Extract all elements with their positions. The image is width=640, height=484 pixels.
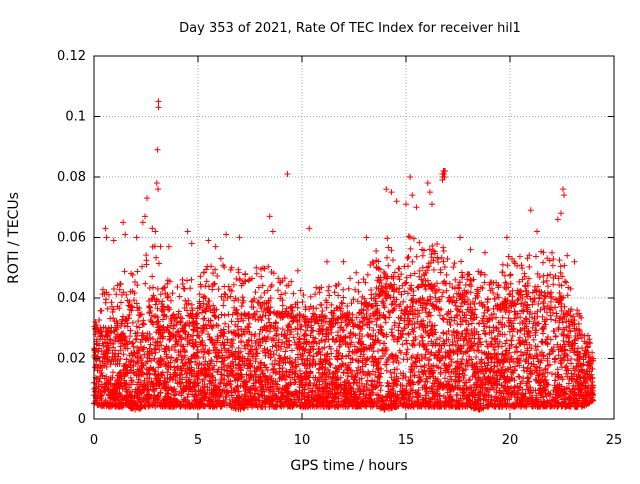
data-point [256, 397, 262, 403]
data-point [291, 334, 297, 340]
data-point [560, 338, 566, 344]
data-point [553, 311, 559, 317]
data-point [406, 332, 412, 338]
data-point [391, 307, 397, 313]
data-point [568, 356, 574, 362]
data-point [567, 328, 573, 334]
data-point [558, 360, 564, 366]
data-point [121, 351, 127, 357]
data-point [238, 339, 244, 345]
data-point [266, 316, 272, 322]
data-point [347, 349, 353, 355]
data-points [91, 98, 596, 412]
data-point [229, 318, 235, 324]
data-point [130, 320, 136, 326]
data-point [110, 369, 116, 375]
data-point [135, 318, 141, 324]
data-point [378, 323, 384, 329]
data-point [447, 343, 453, 349]
data-point [200, 316, 206, 322]
data-point [540, 300, 546, 306]
data-point [448, 322, 454, 328]
data-point [404, 340, 410, 346]
data-point [289, 348, 295, 354]
data-point [384, 368, 390, 374]
data-point [386, 314, 392, 320]
data-point [199, 349, 205, 355]
data-point [422, 306, 428, 312]
data-point [403, 338, 409, 344]
data-point [378, 383, 384, 389]
data-point [504, 337, 510, 343]
data-point [144, 366, 150, 372]
data-point [298, 327, 304, 333]
data-point [390, 333, 396, 339]
data-point [454, 338, 460, 344]
data-point [568, 371, 574, 377]
data-point [140, 317, 146, 323]
data-point [141, 321, 147, 327]
data-point [222, 312, 228, 318]
data-point [437, 312, 443, 318]
data-point [442, 375, 448, 381]
data-point [409, 341, 415, 347]
data-point [130, 340, 136, 346]
data-point [513, 345, 519, 351]
data-point [165, 324, 171, 330]
data-point [217, 381, 223, 387]
data-point [205, 331, 211, 337]
data-point [283, 368, 289, 374]
data-point [389, 326, 395, 332]
data-point [384, 380, 390, 386]
data-point [476, 321, 482, 327]
data-point [386, 309, 392, 315]
data-point [540, 330, 546, 336]
data-point [394, 366, 400, 372]
data-point [415, 352, 421, 358]
data-point [328, 330, 334, 336]
data-point [440, 330, 446, 336]
data-point [168, 354, 174, 360]
data-point [328, 351, 334, 357]
data-point [192, 359, 198, 365]
data-point [426, 356, 432, 362]
data-point [469, 321, 475, 327]
data-point [254, 350, 260, 356]
data-point [418, 364, 424, 370]
data-point [496, 344, 502, 350]
data-point [222, 321, 228, 327]
data-point [296, 336, 302, 342]
data-point [418, 333, 424, 339]
data-point [133, 336, 139, 342]
data-point [400, 341, 406, 347]
data-point [540, 325, 546, 331]
data-point [519, 308, 525, 314]
data-point [420, 334, 426, 340]
